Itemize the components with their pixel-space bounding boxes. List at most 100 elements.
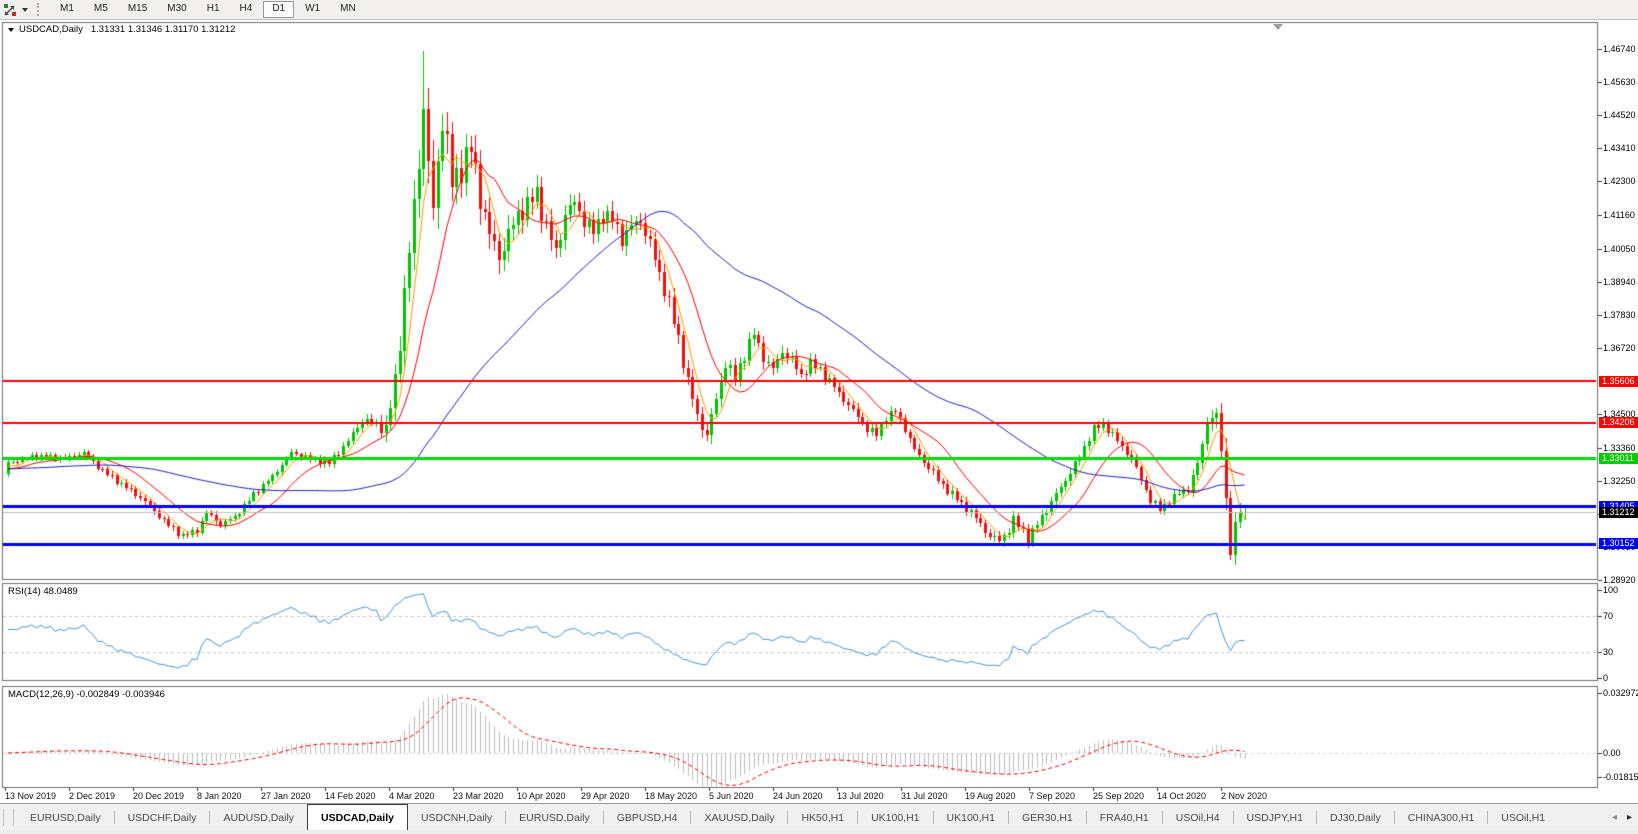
timeframe-button-d1[interactable]: D1 xyxy=(263,1,295,18)
price-axis-tick: 1.28920 xyxy=(1603,575,1636,586)
date-axis-label: 27 Jan 2020 xyxy=(261,791,311,801)
price-axis-tick: 1.33360 xyxy=(1603,442,1636,453)
timeframe-button-w1[interactable]: W1 xyxy=(305,3,321,14)
caret-down-icon[interactable] xyxy=(22,7,28,12)
rsi-axis-tick: 0 xyxy=(1603,673,1609,683)
tab-separator xyxy=(1007,811,1009,824)
date-axis-label: 8 Jan 2020 xyxy=(197,791,242,801)
tab-separator xyxy=(1085,811,1087,824)
timeframe-button-mn[interactable]: MN xyxy=(340,3,356,14)
tab-separator xyxy=(857,811,859,824)
tab-scroll-left-icon[interactable]: ◂ xyxy=(1611,812,1617,823)
price-tag: 1.30152 xyxy=(1599,538,1638,550)
toolbar: M1 M5 M15 M30 H1 H4 D1 W1 MN xyxy=(0,0,1638,20)
crosshair-cursor-icon xyxy=(4,3,16,16)
tab-bar-grip xyxy=(3,809,14,826)
tab-separator xyxy=(602,811,604,824)
macd-axis-tick: 0.00 xyxy=(1603,748,1621,758)
date-axis-label: 2 Dec 2019 xyxy=(69,791,116,801)
price-axis-tick: 1.45630 xyxy=(1603,77,1636,88)
date-axis-label: 14 Feb 2020 xyxy=(325,791,376,801)
timeframe-button-m5[interactable]: M5 xyxy=(93,3,108,14)
date-axis-label: 31 Jul 2020 xyxy=(901,791,948,801)
timeframe-button-m30[interactable]: M30 xyxy=(167,3,187,14)
rsi-axis-tick: 70 xyxy=(1603,611,1614,622)
chart-tab-usdcad-daily[interactable]: USDCAD,Daily xyxy=(307,804,408,831)
date-axis-label: 29 Apr 2020 xyxy=(581,791,630,801)
chart-tab-china300-h1[interactable]: CHINA300,H1 xyxy=(1407,811,1475,824)
chart-tab-usdcnh-daily[interactable]: USDCNH,Daily xyxy=(420,811,493,824)
rsi-indicator-label: RSI(14) 48.0489 xyxy=(8,586,78,597)
date-axis-label: 4 Mar 2020 xyxy=(389,791,435,801)
chart-tab-usoil-h1[interactable]: USOil,H1 xyxy=(1501,811,1546,824)
chart-tab-bar: EURUSD,Daily USDCHF,Daily AUDUSD,Daily USDC… xyxy=(0,803,1638,831)
tab-separator xyxy=(113,811,115,824)
chart-tab-eurusd-daily[interactable]: EURUSD,Daily xyxy=(30,811,101,824)
date-axis-label: 2 Nov 2020 xyxy=(1221,791,1268,801)
chart-tab-gbpusd-h4[interactable]: GBPUSD,H4 xyxy=(616,811,678,824)
price-axis-tick: 1.41160 xyxy=(1603,210,1635,221)
tab-separator xyxy=(1315,811,1317,824)
date-axis-label: 5 Jun 2020 xyxy=(709,791,754,801)
chart-tab-uk100-h1[interactable]: UK100,H1 xyxy=(871,811,920,824)
chart-tab-audusd-daily[interactable]: AUDUSD,Daily xyxy=(223,811,295,824)
bottom-strip xyxy=(0,830,1638,834)
chart-title-symbol: USDCAD,Daily xyxy=(19,24,83,35)
date-axis-label: 7 Sep 2020 xyxy=(1029,791,1076,801)
chart-tab-usoil-h4[interactable]: USOil,H4 xyxy=(1175,811,1220,824)
price-axis-tick: 1.34500 xyxy=(1603,408,1636,419)
chart-shift-triangle-icon[interactable] xyxy=(1273,24,1283,30)
price-axis-tick: 1.37830 xyxy=(1603,309,1636,320)
price-axis-tick: 1.38940 xyxy=(1603,276,1636,287)
price-axis-tick: 1.43410 xyxy=(1603,143,1636,154)
chart-tab-uk100-h1[interactable]: UK100,H1 xyxy=(946,811,995,824)
chart-tab-eurusd-daily[interactable]: EURUSD,Daily xyxy=(519,811,590,824)
price-axis-tick: 1.46740 xyxy=(1603,44,1636,55)
tab-scroll-controls: ◂ ▸ xyxy=(1606,804,1638,831)
date-axis-label: 18 May 2020 xyxy=(645,791,698,801)
chart-title: USDCAD,Daily 1.31331 1.31346 1.31170 1.3… xyxy=(8,24,235,35)
timeframe-button-h4[interactable]: H4 xyxy=(239,3,253,14)
rsi-axis-tick: 100 xyxy=(1603,585,1619,595)
date-axis-label: 24 Jun 2020 xyxy=(773,791,823,801)
rsi-axis-tick: 30 xyxy=(1603,646,1614,657)
tab-separator xyxy=(1393,811,1395,824)
chart-tab-hk50-h1[interactable]: HK50,H1 xyxy=(801,811,845,824)
price-tag: 1.35606 xyxy=(1599,375,1638,387)
chart-tab-usdchf-daily[interactable]: USDCHF,Daily xyxy=(127,811,197,824)
toolbar-grip xyxy=(37,3,43,16)
price-tag: 1.33011 xyxy=(1599,452,1638,464)
price-axis-tick: 1.32250 xyxy=(1603,476,1636,487)
price-axis-tick: 1.36720 xyxy=(1603,342,1636,353)
chart-tab-xauusd-daily[interactable]: XAUUSD,Daily xyxy=(704,811,775,824)
macd-axis-tick: 0.032972 xyxy=(1603,688,1638,698)
chart-tab-fra40-h1[interactable]: FRA40,H1 xyxy=(1099,811,1149,824)
tab-separator xyxy=(1487,811,1489,824)
tab-separator xyxy=(1232,811,1234,824)
chart-tab-usdjpy-h1[interactable]: USDJPY,H1 xyxy=(1246,811,1303,824)
timeframe-button-m15[interactable]: M15 xyxy=(127,3,148,14)
macd-axis-tick: -0.01815 xyxy=(1603,772,1638,782)
chart-tab-ger30-h1[interactable]: GER30,H1 xyxy=(1021,811,1073,824)
macd-indicator-label: MACD(12,26,9) -0.002849 -0.003946 xyxy=(8,689,165,700)
cursor-tool-button[interactable] xyxy=(0,1,31,18)
timeframe-button-group: M1 M5 M15 M30 H1 H4 D1 W1 MN xyxy=(50,1,366,18)
collapse-caret-icon[interactable] xyxy=(8,27,14,32)
tab-separator xyxy=(787,811,789,824)
tab-separator xyxy=(932,811,934,824)
date-axis-label: 14 Oct 2020 xyxy=(1157,791,1207,801)
tab-scroll-right-icon[interactable]: ▸ xyxy=(1626,812,1632,823)
timeframe-button-m1[interactable]: M1 xyxy=(60,3,74,14)
tab-separator xyxy=(209,811,211,824)
price-axis-tick: 1.44520 xyxy=(1603,110,1636,121)
date-axis-label: 25 Sep 2020 xyxy=(1093,791,1145,801)
chart-title-ohlc: 1.31331 1.31346 1.31170 1.31212 xyxy=(90,24,236,35)
tab-separator xyxy=(505,811,507,824)
price-tag: 1.31212 xyxy=(1599,506,1638,518)
timeframe-button-h1[interactable]: H1 xyxy=(206,3,220,14)
price-tag: 1.34206 xyxy=(1599,417,1638,429)
chart-tab-dj30-daily[interactable]: DJ30,Daily xyxy=(1329,811,1381,824)
date-axis-label: 13 Nov 2019 xyxy=(5,791,57,801)
tab-separator xyxy=(690,811,692,824)
